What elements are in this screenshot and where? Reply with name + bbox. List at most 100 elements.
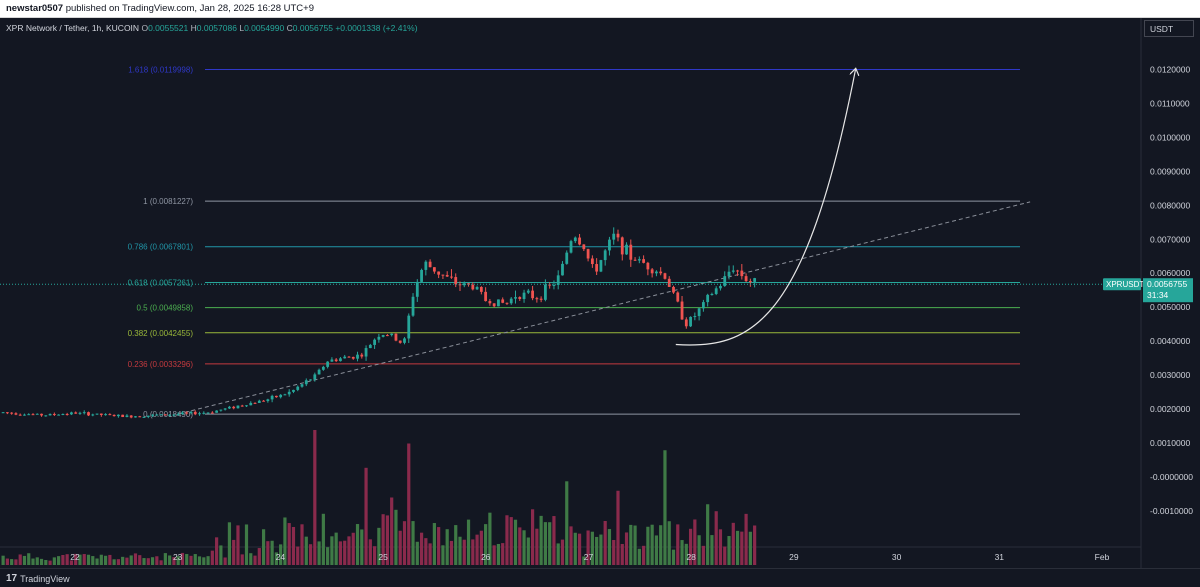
volume-bar [61,554,65,565]
y-tick-label: -0.0010000 [1150,506,1193,516]
volume-bar [385,515,390,565]
candle-body [578,237,581,245]
candle-body [223,408,227,410]
candle-body [70,412,73,415]
volume-bar [616,490,620,565]
volume-bar [351,532,355,565]
volume-bar [603,520,607,565]
candle-body [202,412,206,414]
candle-body [637,259,641,261]
fib-level-label: 1 (0.0081227) [143,197,193,206]
candle-body [82,412,86,414]
candle-body [321,366,325,370]
candle-body [117,414,120,417]
x-tick-label: 23 [173,552,183,562]
volume-bar [688,528,693,565]
candle-body [484,291,488,302]
volume-bar [454,525,458,565]
volume-bar [287,523,291,565]
y-tick-label: 0.0050000 [1150,302,1190,312]
volume-bar [731,522,735,565]
high-label: H [190,23,197,33]
candle-body [18,414,22,416]
candle-body [565,252,569,264]
candle-body [343,356,347,359]
volume-bar [150,557,155,565]
volume-bar [624,532,629,565]
candle-body [330,359,334,362]
candle-body [339,358,342,362]
candle-body [573,237,577,242]
volume-bar [168,555,172,565]
candle-body [274,395,278,398]
candle-body [701,302,705,309]
volume-bar [99,554,103,565]
volume-bar [714,511,718,565]
candle-body [155,414,159,416]
volume-bar [163,553,167,565]
chart-area[interactable]: 1.618 (0.0119998) 1 (0.0081227) 0.786 (0.0… [0,18,1200,568]
candle-body [727,271,731,277]
volume-bar [419,532,424,565]
fib-level-label: 0.236 (0.0033296) [128,360,194,369]
tradingview-logo[interactable]: 17 TradingView [6,573,70,584]
candle-body [458,284,462,286]
candle-body [292,389,295,392]
candle-body [296,386,300,390]
author-name[interactable]: newstar0507 [6,3,64,14]
volume-bar [215,537,219,565]
candle-body [612,233,616,240]
open-value: 0.0055521 [148,23,189,33]
candle-body [432,267,436,272]
volume-bar [189,555,193,565]
volume-bar [612,539,616,565]
candle-body [181,412,184,415]
candle-body [108,414,112,416]
candle-body [505,302,509,304]
volume-bar [407,443,411,565]
candle-body [526,290,530,293]
candle-body [146,415,150,417]
volume-bar [428,543,432,565]
volume-bar [676,524,680,565]
volume-bar [125,557,129,565]
volume-bar [44,559,48,565]
symbol-tag-label: XPRUSDT [1106,280,1144,289]
candle-body [57,414,61,416]
candle-body [48,413,52,416]
symbol-name[interactable]: XPR Network / Tether, 1h, KUCOIN [6,23,140,33]
volume-bar [706,504,710,565]
volume-bar [82,554,86,565]
volume-bar [35,557,39,565]
volume-bar [129,555,133,565]
x-tick-label: Feb [1095,552,1110,562]
symbol-legend[interactable]: XPR Network / Tether, 1h, KUCOIN O0.0055… [6,23,418,33]
volume-bar [360,529,364,565]
volume-bar [646,526,650,565]
volume-bar [232,539,236,565]
volume-bar [496,543,501,565]
currency-button[interactable]: USDT [1144,20,1194,37]
high-value: 0.0057086 [196,23,237,33]
candle-body [492,303,496,307]
volume-bar [155,556,159,565]
volume-bar [27,553,31,565]
volume-bar [390,497,394,565]
price-chart[interactable]: 1.618 (0.0119998) 1 (0.0081227) 0.786 (0.0… [0,18,1200,568]
volume-bar [509,517,513,565]
fib-level-label: 1.618 (0.0119998) [128,66,193,75]
candle-body [471,284,475,290]
candle-body [650,269,654,274]
volume-bar [432,523,436,565]
y-tick-label: -0.0000000 [1150,472,1193,482]
y-tick-label: 0.0100000 [1150,132,1190,142]
volume-bar [560,539,565,565]
volume-bar [197,556,202,565]
price-tag-bg [1143,278,1193,303]
volume-bar [343,540,347,565]
candle-body [667,278,671,287]
volume-bar [48,560,52,565]
volume-bar [599,534,603,565]
volume-bar [693,519,697,565]
volume-bar [753,525,757,565]
